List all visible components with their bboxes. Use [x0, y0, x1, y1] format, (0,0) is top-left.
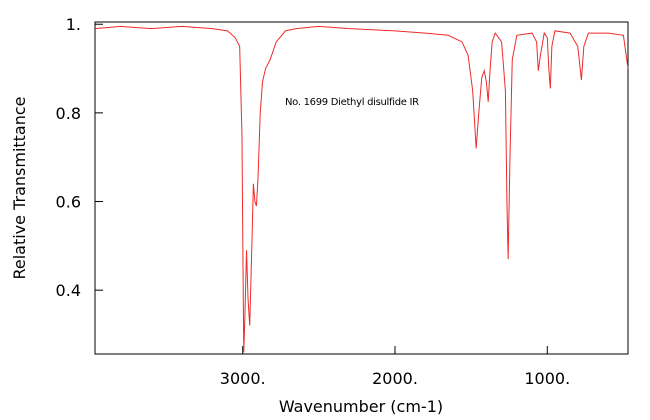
annotation: No. 1699 Diethyl disulfide IR	[285, 97, 419, 108]
y-tick-label: 0.4	[56, 281, 81, 300]
y-tick-label: 0.6	[56, 193, 81, 212]
x-tick-label: 2000.	[372, 369, 418, 388]
y-tick-label: 0.8	[56, 104, 81, 123]
spectrum-line	[94, 25, 629, 353]
y-tick-label: 1.	[66, 15, 81, 34]
x-axis-title: Wavenumber (cm-1)	[279, 397, 443, 416]
x-tick-label: 1000.	[524, 369, 570, 388]
plot-frame	[94, 21, 629, 355]
y-axis-title: Relative Transmittance	[10, 96, 29, 279]
x-tick-label: 3000.	[220, 369, 266, 388]
